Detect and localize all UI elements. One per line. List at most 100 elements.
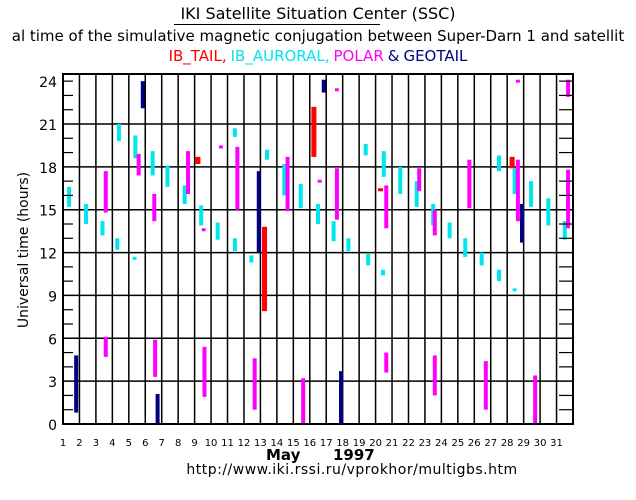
- x-tick-label: 24: [435, 438, 448, 449]
- bar-geotail: [74, 355, 79, 413]
- bar-ib-auroral: [381, 151, 386, 177]
- bar-ib-auroral: [249, 255, 254, 263]
- bar-ib-tail: [262, 226, 268, 312]
- bar-polar: [201, 228, 206, 232]
- x-tick-label: 10: [205, 438, 218, 449]
- bar-polar: [153, 339, 158, 377]
- bar-polar: [334, 88, 339, 92]
- bar-geotail: [155, 394, 160, 424]
- x-tick-label: 23: [419, 438, 432, 449]
- x-tick-label: 29: [517, 438, 530, 449]
- bar-polar: [334, 168, 339, 220]
- y-tick-label: 12: [39, 247, 57, 263]
- x-tick-label: 12: [238, 438, 251, 449]
- x-tick-label: 20: [369, 438, 382, 449]
- x-tick-label: 30: [534, 438, 547, 449]
- bar-ib-auroral: [165, 165, 170, 187]
- bar-geotail: [339, 371, 344, 424]
- bar-ib-auroral: [546, 198, 551, 226]
- bar-ib-auroral: [115, 238, 120, 250]
- bar-polar: [252, 358, 257, 410]
- bar-polar: [317, 179, 322, 183]
- x-tick-label: 21: [386, 438, 399, 449]
- bar-geotail: [321, 79, 326, 93]
- bar-ib-auroral: [116, 124, 121, 142]
- bar-ib-tail: [195, 156, 201, 164]
- bar-polar: [533, 375, 538, 424]
- y-tick-label: 0: [48, 418, 57, 434]
- bar-ib-auroral: [363, 144, 368, 156]
- title-underline: [174, 24, 380, 25]
- y-axis-label: Universal time (hours): [16, 172, 32, 328]
- bar-ib-auroral: [331, 221, 336, 242]
- x-tick-label: 5: [126, 438, 132, 449]
- bar-ib-auroral: [479, 252, 484, 266]
- interval-bars: [67, 79, 571, 424]
- bar-polar: [384, 185, 389, 229]
- bar-ib-auroral: [496, 269, 501, 282]
- bar-ib-auroral: [67, 186, 72, 207]
- x-tick-label: 3: [93, 438, 99, 449]
- bar-polar: [285, 156, 290, 212]
- bar-ib-auroral: [562, 221, 567, 240]
- x-tick-label: 2: [76, 438, 82, 449]
- bar-ib-auroral: [463, 238, 468, 257]
- bar-polar: [103, 336, 108, 357]
- y-tick-label: 9: [48, 289, 57, 305]
- x-tick-label: 4: [109, 438, 115, 449]
- bar-ib-auroral: [529, 181, 534, 207]
- bar-polar: [235, 146, 240, 210]
- x-tick-label: 26: [468, 438, 481, 449]
- bar-ib-auroral: [282, 164, 287, 196]
- bar-polar: [152, 194, 157, 222]
- x-tick-label: 9: [191, 438, 197, 449]
- bar-polar: [218, 145, 223, 149]
- bar-polar: [417, 168, 422, 192]
- bar-polar: [186, 151, 191, 194]
- bar-ib-auroral: [182, 185, 187, 204]
- bar-polar: [202, 346, 207, 397]
- bar-ib-auroral: [496, 155, 501, 172]
- legend-polar: POLAR: [333, 47, 384, 65]
- x-tick-label: 7: [159, 438, 165, 449]
- bar-ib-auroral: [447, 222, 452, 239]
- bar-ib-auroral: [298, 184, 303, 209]
- bar-ib-auroral: [232, 238, 237, 252]
- bar-ib-auroral: [132, 256, 137, 260]
- plot-frame: [62, 73, 574, 425]
- bar-geotail: [256, 171, 261, 253]
- bar-ib-auroral: [265, 149, 269, 160]
- bar-ib-auroral: [414, 181, 419, 207]
- y-tick-label: 3: [48, 375, 57, 391]
- bar-polar: [566, 169, 571, 229]
- legend: IB_TAIL, IB_AURORAL, POLAR & GEOTAIL: [0, 47, 636, 65]
- x-tick-label: 11: [221, 438, 234, 449]
- bar-polar: [103, 171, 108, 213]
- bar-polar: [432, 355, 437, 396]
- bar-polar: [301, 378, 306, 424]
- y-tick-label: 6: [48, 332, 57, 348]
- y-tick-label: 18: [39, 161, 57, 177]
- bar-ib-tail: [509, 156, 515, 169]
- bar-ib-auroral: [398, 166, 403, 194]
- bar-polar: [566, 79, 571, 97]
- y-tick-label: 15: [39, 204, 57, 220]
- x-axis-year: 1997: [333, 446, 375, 464]
- x-tick-label: 28: [501, 438, 514, 449]
- x-tick-label: 17: [320, 438, 333, 449]
- bar-geotail: [520, 204, 524, 243]
- bar-polar: [384, 352, 389, 373]
- x-tick-label: 6: [142, 438, 148, 449]
- chart-subtitle: al time of the simulative magnetic conju…: [11, 27, 625, 45]
- y-tick-label: 24: [39, 75, 57, 91]
- bar-ib-auroral: [215, 222, 220, 240]
- bar-ib-auroral: [133, 135, 138, 159]
- bar-ib-tail: [378, 188, 384, 192]
- bar-polar: [483, 361, 488, 410]
- bar-ib-auroral: [380, 269, 385, 276]
- bar-ib-auroral: [366, 254, 371, 266]
- x-tick-label: 22: [402, 438, 415, 449]
- bar-ib-auroral: [100, 221, 105, 236]
- x-tick-label: 31: [550, 438, 563, 449]
- x-tick-label: 25: [451, 438, 464, 449]
